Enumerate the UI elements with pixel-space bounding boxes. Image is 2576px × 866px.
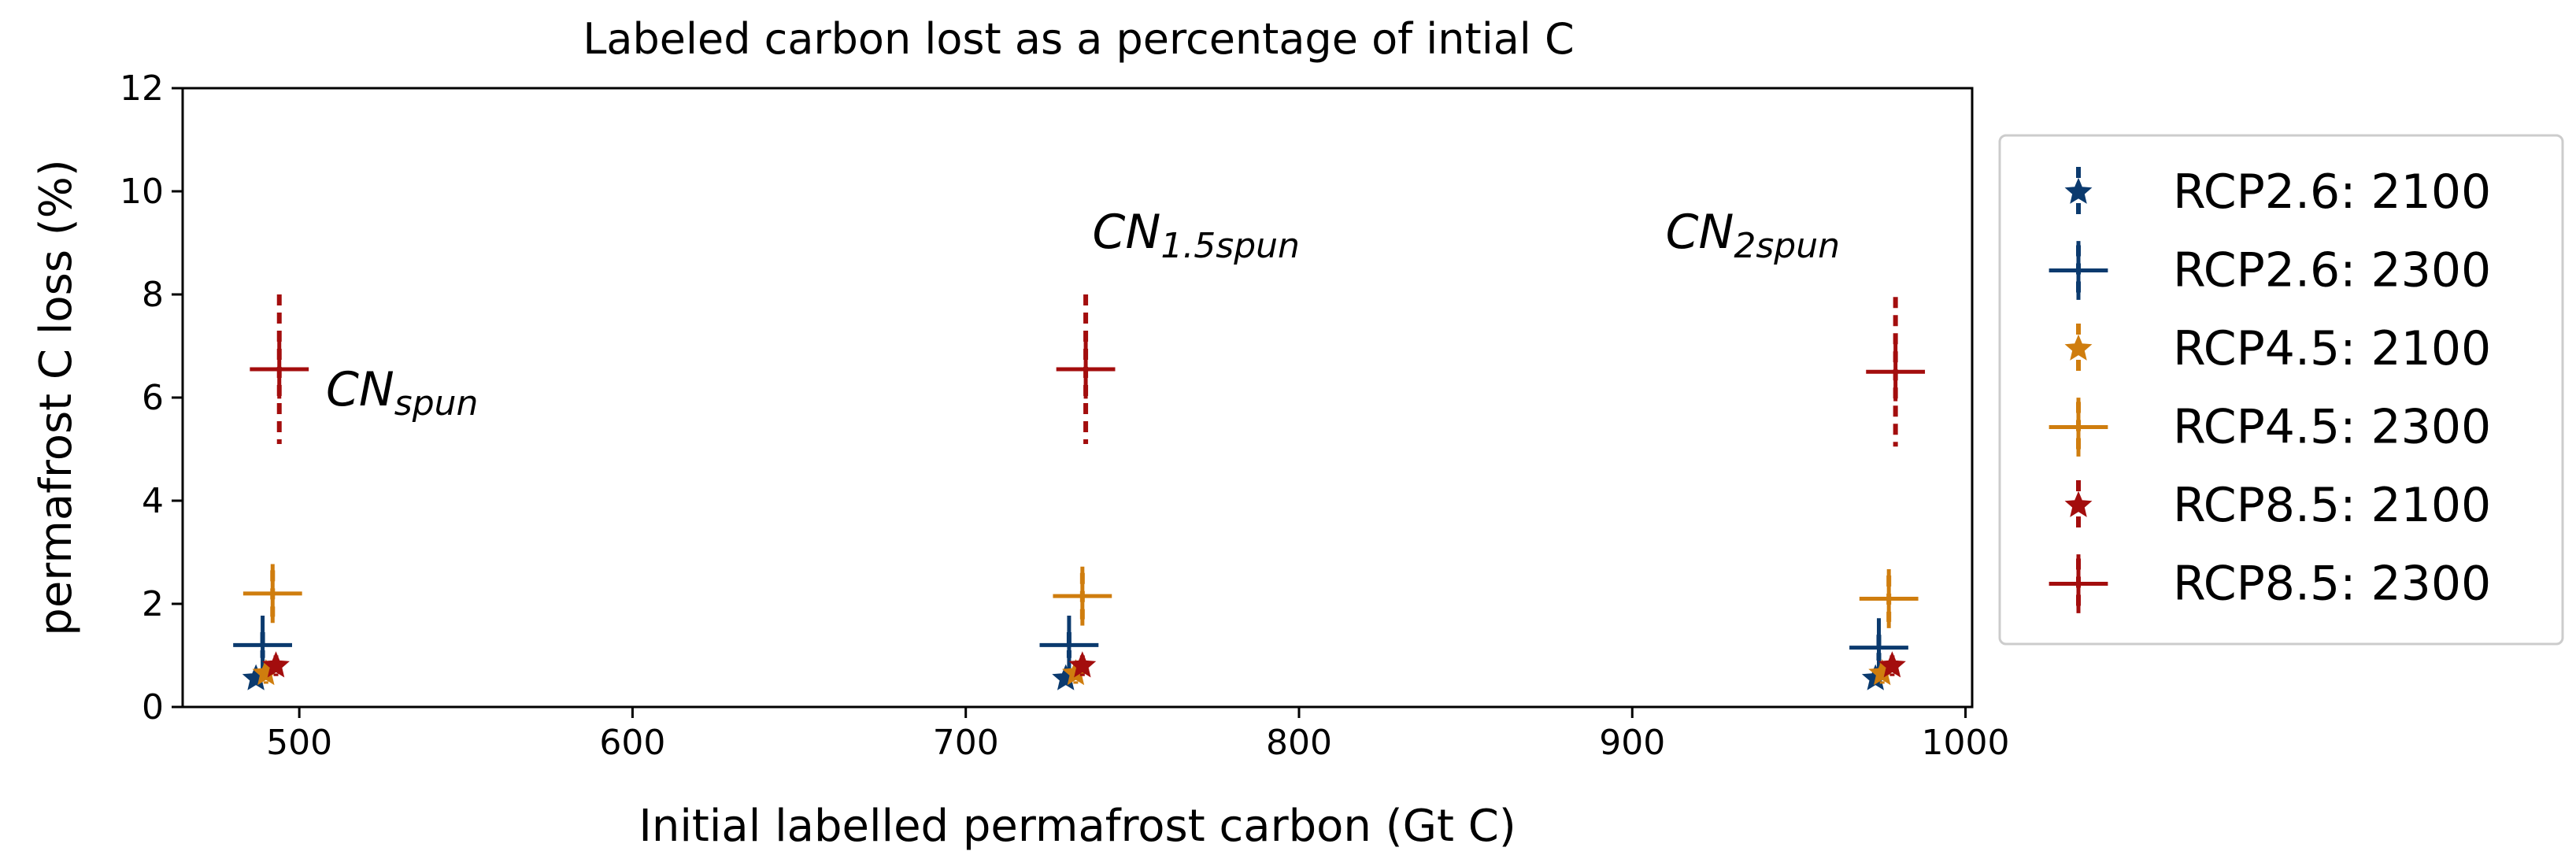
legend-label: RCP8.5: 2300 xyxy=(2173,557,2491,612)
plus-point xyxy=(250,339,309,399)
legend-entry: RCP8.5: 2100 xyxy=(2064,478,2491,533)
star-point xyxy=(262,651,290,678)
legend-label: RCP2.6: 2100 xyxy=(2173,165,2491,220)
series-rcp4-5-2300 xyxy=(242,564,1919,628)
x-tick-label: 900 xyxy=(1599,723,1665,763)
series-rcp8-5-2100 xyxy=(262,651,1906,678)
x-tick-label: 1000 xyxy=(1922,723,2010,763)
y-tick-label: 8 xyxy=(142,275,164,315)
x-tick-label: 800 xyxy=(1266,723,1332,763)
legend-label: RCP4.5: 2100 xyxy=(2173,321,2491,376)
legend: RCP2.6: 2100 RCP2.6: 2300 RCP4.5: 2100 RCP4… xyxy=(1998,134,2564,646)
legend-entry: RCP8.5: 2300 xyxy=(2049,554,2491,613)
y-tick-label: 0 xyxy=(142,687,164,727)
legend-marker xyxy=(2064,334,2093,361)
y-tick-label: 10 xyxy=(120,172,164,212)
legend-label: RCP2.6: 2300 xyxy=(2173,243,2491,298)
plus-point xyxy=(1866,342,1926,402)
star-point xyxy=(1878,651,1906,678)
legend-marker xyxy=(2064,490,2093,517)
data-marks xyxy=(233,294,1926,690)
legend-marker xyxy=(2049,554,2108,613)
annotations: CNspun CN1.5spun CN2spun xyxy=(326,205,1840,424)
legend-entry: RCP2.6: 2100 xyxy=(2064,165,2491,220)
legend-marker xyxy=(2064,177,2093,204)
plus-point xyxy=(242,564,302,624)
legend-entry: RCP4.5: 2300 xyxy=(2049,398,2491,457)
annotation-label: CN1.5spun xyxy=(1093,205,1300,266)
y-tick-label: 4 xyxy=(142,481,164,521)
plus-point xyxy=(233,616,292,675)
y-tick-label: 2 xyxy=(142,584,164,624)
annotation-label: CN2spun xyxy=(1666,205,1840,266)
plus-point xyxy=(1039,616,1099,675)
axes: 500 600 700 800 900 1000 0 2 4 6 8 10 12 Labeled carb… xyxy=(31,14,2010,852)
legend-label: RCP8.5: 2100 xyxy=(2173,478,2491,533)
x-tick-label: 700 xyxy=(933,723,999,763)
x-tick-label: 500 xyxy=(266,723,332,763)
plus-point xyxy=(1859,569,1919,628)
y-axis-label: permafrost C loss (%) xyxy=(31,159,82,635)
chart-title: Labeled carbon lost as a percentage of i… xyxy=(583,14,1574,64)
series-rcp2-6-2300 xyxy=(233,616,1908,678)
legend-entry: RCP2.6: 2300 xyxy=(2049,241,2491,300)
legend-marker xyxy=(2049,241,2108,300)
plus-point xyxy=(1053,566,1112,626)
y-tick-label: 12 xyxy=(120,68,164,109)
annotation-label: CNspun xyxy=(326,362,478,424)
x-axis-label: Initial labelled permafrost carbon (Gt C… xyxy=(638,801,1516,852)
legend-entry: RCP4.5: 2100 xyxy=(2064,321,2491,376)
plus-point xyxy=(1056,339,1116,399)
series-rcp8-5-2300 xyxy=(250,294,1926,447)
x-tick-label: 600 xyxy=(599,723,665,763)
legend-marker xyxy=(2049,398,2108,457)
star-point xyxy=(1068,651,1097,678)
legend-box xyxy=(1998,134,2564,646)
y-tick-label: 6 xyxy=(142,378,164,418)
legend-label: RCP4.5: 2300 xyxy=(2173,400,2491,455)
